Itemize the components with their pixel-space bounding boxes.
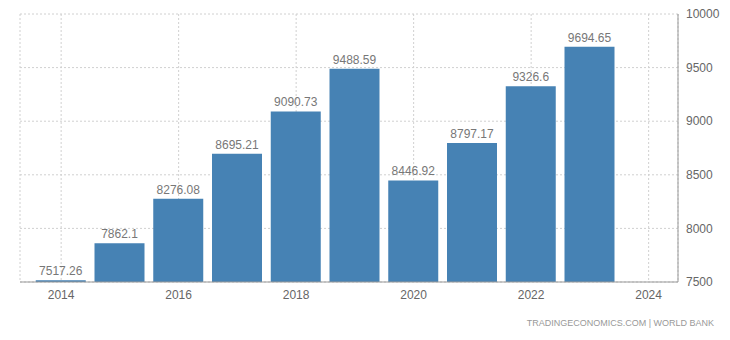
svg-text:9488.59: 9488.59 xyxy=(333,53,377,67)
svg-text:8695.21: 8695.21 xyxy=(215,138,259,152)
svg-text:2022: 2022 xyxy=(518,288,545,302)
svg-text:2016: 2016 xyxy=(165,288,192,302)
svg-text:9000: 9000 xyxy=(686,114,713,128)
svg-text:8276.08: 8276.08 xyxy=(157,183,201,197)
svg-text:8446.92: 8446.92 xyxy=(392,164,436,178)
svg-text:2024: 2024 xyxy=(635,288,662,302)
svg-text:2014: 2014 xyxy=(48,288,75,302)
svg-text:9090.73: 9090.73 xyxy=(274,95,318,109)
svg-text:9500: 9500 xyxy=(686,61,713,75)
svg-text:2020: 2020 xyxy=(400,288,427,302)
svg-text:9326.6: 9326.6 xyxy=(512,70,549,84)
svg-text:7500: 7500 xyxy=(686,275,713,289)
svg-text:10000: 10000 xyxy=(686,7,720,21)
svg-text:2018: 2018 xyxy=(283,288,310,302)
svg-text:8000: 8000 xyxy=(686,222,713,236)
svg-text:8500: 8500 xyxy=(686,168,713,182)
html-text:TRADINGECONOMICS.COM | WORLD B: TRADINGECONOMICS.COM | WORLD BANK xyxy=(526,318,714,328)
svg-text:7862.1: 7862.1 xyxy=(101,227,138,241)
svg-text:8797.17: 8797.17 xyxy=(450,127,494,141)
svg-text:7517.26: 7517.26 xyxy=(39,264,83,278)
svg-text:9694.65: 9694.65 xyxy=(568,31,612,45)
